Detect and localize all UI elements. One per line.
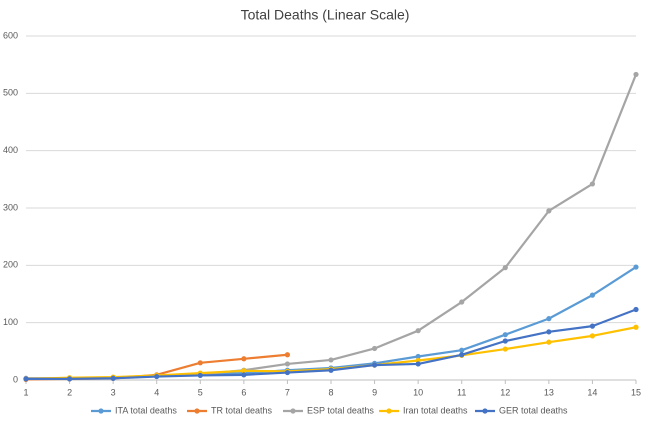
x-tick-label: 11	[457, 387, 466, 397]
x-tick-label: 9	[372, 387, 377, 397]
data-point	[589, 292, 596, 298]
data-point	[546, 208, 552, 214]
data-point	[589, 333, 596, 339]
data-point	[284, 369, 291, 376]
data-point	[371, 362, 378, 368]
x-tick-label: 15	[631, 387, 641, 397]
x-tick-label: 12	[500, 387, 510, 397]
data-point	[459, 347, 465, 353]
data-point	[633, 324, 639, 330]
data-point	[502, 265, 508, 271]
data-point	[66, 376, 73, 382]
x-tick-label: 2	[67, 387, 72, 397]
data-point	[415, 361, 421, 367]
x-tick-label: 10	[413, 387, 423, 397]
data-point	[328, 357, 334, 363]
legend-label: Iran total deaths	[403, 405, 468, 415]
x-tick-label: 14	[587, 387, 597, 397]
legend-label: GER total deaths	[499, 405, 568, 415]
data-point	[284, 352, 291, 358]
data-point	[546, 339, 552, 345]
x-tick-label: 6	[241, 387, 246, 397]
legend-marker	[482, 408, 488, 414]
data-point	[284, 361, 291, 367]
data-point	[589, 323, 596, 329]
x-tick-label: 13	[544, 387, 554, 397]
data-point	[459, 299, 465, 305]
legend-label: ESP total deaths	[307, 405, 374, 415]
data-point	[241, 368, 247, 374]
data-point	[110, 375, 116, 381]
data-point	[154, 373, 160, 380]
data-point	[415, 353, 421, 360]
data-point	[502, 332, 508, 338]
chart-title: Total Deaths (Linear Scale)	[241, 7, 410, 23]
legend-marker	[386, 408, 392, 414]
data-point	[197, 360, 203, 366]
data-point	[459, 352, 465, 358]
x-tick-label: 3	[111, 387, 116, 397]
y-tick-label: 0	[13, 374, 18, 384]
y-tick-label: 100	[3, 317, 18, 327]
data-point	[589, 181, 596, 187]
data-point	[633, 264, 639, 270]
legend-marker	[194, 408, 200, 414]
y-tick-label: 400	[3, 145, 18, 155]
data-point	[23, 376, 29, 382]
data-point	[502, 338, 508, 344]
x-tick-label: 7	[285, 387, 290, 397]
data-point	[415, 328, 421, 334]
data-point	[633, 71, 639, 78]
data-point	[241, 372, 247, 378]
data-point	[633, 306, 639, 313]
x-tick-label: 1	[23, 387, 28, 397]
data-point	[197, 372, 203, 379]
y-tick-label: 500	[3, 88, 18, 98]
legend-marker	[290, 408, 296, 414]
legend-label: TR total deaths	[211, 405, 273, 415]
x-tick-label: 4	[154, 387, 159, 397]
legend-label: ITA total deaths	[115, 405, 177, 415]
y-tick-label: 600	[3, 30, 18, 40]
y-tick-label: 200	[3, 260, 18, 270]
data-point	[241, 356, 247, 362]
y-tick-label: 300	[3, 202, 18, 212]
data-point	[328, 367, 334, 373]
data-point	[371, 345, 378, 352]
data-point	[502, 346, 508, 352]
legend-marker	[98, 408, 104, 414]
data-point	[546, 329, 552, 335]
data-point	[546, 316, 552, 322]
x-tick-label: 8	[328, 387, 333, 397]
x-tick-label: 5	[198, 387, 203, 397]
